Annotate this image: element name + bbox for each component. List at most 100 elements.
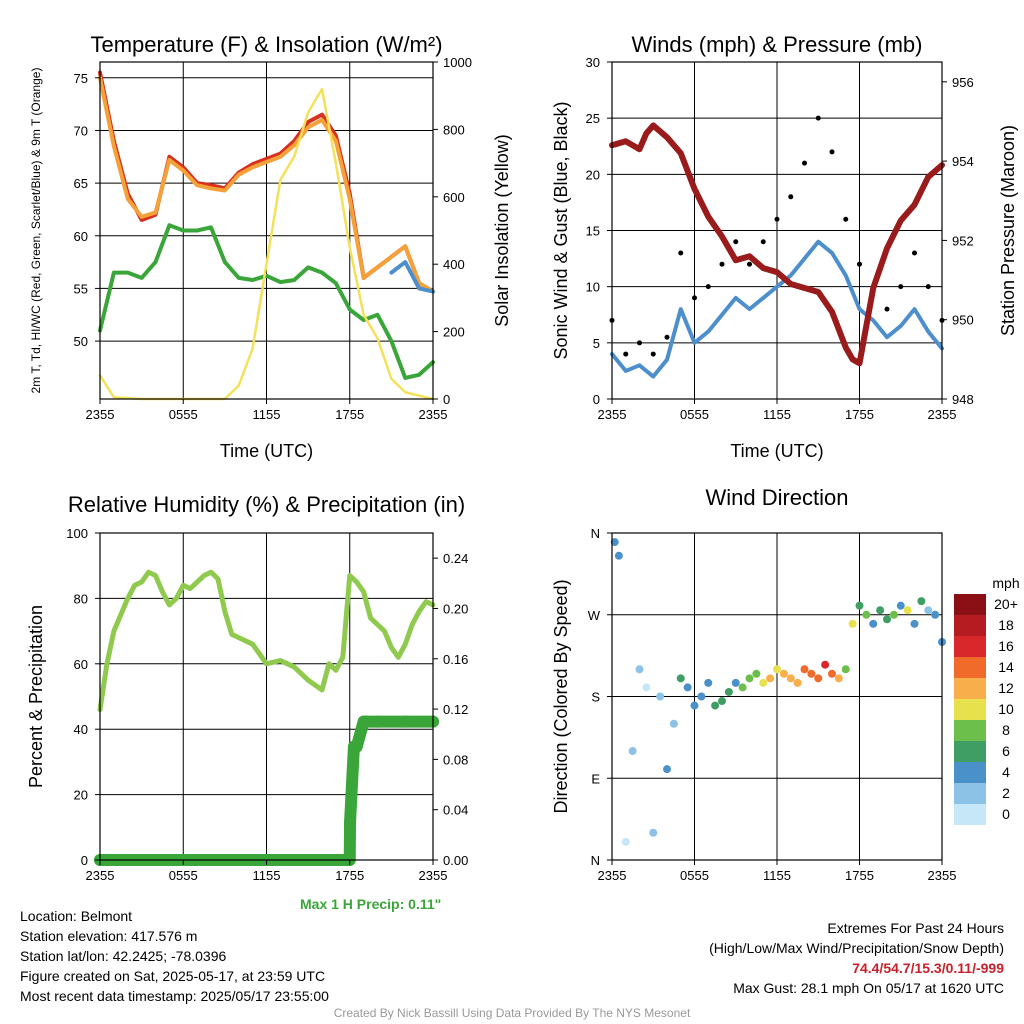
y-tick-label: 20 [586, 167, 600, 182]
direction-point [642, 683, 651, 692]
gust-point [843, 216, 849, 222]
gust-point [884, 306, 890, 312]
direction-point [628, 747, 637, 755]
x-tick-label: 2355 [928, 868, 957, 883]
gust-point [815, 115, 821, 121]
y2-tick-label: 0.24 [443, 551, 468, 566]
precip-line [94, 715, 439, 866]
extremes-title: Extremes For Past 24 Hours [827, 920, 1004, 936]
y2-tick-label: 600 [443, 190, 465, 205]
direction-point [738, 683, 747, 692]
direction-point [834, 674, 843, 683]
max-gust-text: Max Gust: 28.1 mph On 05/17 at 1620 UTC [733, 980, 1004, 996]
legend-swatch [954, 594, 986, 615]
gust-point [705, 284, 711, 290]
y2-axis-label: Station Pressure (Maroon) [998, 125, 1018, 336]
legend-label: 18 [998, 617, 1014, 633]
recent-text: Most recent data timestamp: 2025/05/17 2… [20, 988, 329, 1004]
x-tick-label: 2355 [419, 868, 448, 883]
legend-swatch [954, 720, 986, 741]
y-tick-label: 15 [586, 224, 600, 239]
gust-point [925, 284, 931, 290]
series-line-station-pressure [609, 122, 945, 367]
direction-point [610, 538, 619, 547]
extremes-values: 74.4/54.7/15.3/0.11/-999 [852, 960, 1004, 976]
direction-point [896, 601, 905, 610]
x-tick-label: 2355 [928, 407, 957, 422]
y2-tick-label: 0.12 [443, 702, 468, 717]
direction-point [924, 606, 933, 615]
x-tick-label: 1155 [253, 407, 281, 422]
y2-tick-label: 0.20 [443, 601, 468, 616]
y2-tick-label: 0.08 [443, 752, 468, 767]
series-line-9m-t [98, 75, 435, 294]
x-axis-label: Time (UTC) [220, 441, 313, 461]
legend-swatch [954, 762, 986, 783]
gust-point [664, 334, 670, 340]
y-tick-label: 60 [74, 657, 88, 672]
direction-point [793, 678, 802, 687]
x-tick-label: 1155 [763, 407, 791, 422]
direction-point [752, 669, 761, 678]
gust-point [857, 261, 862, 267]
legend-swatch [954, 657, 986, 678]
x-tick-label: 1155 [763, 868, 791, 883]
y-tick-label: 50 [74, 334, 88, 349]
direction-point [807, 669, 816, 678]
speed-legend: mph 20+ 18 16 14 12 10 8 6 4 2 0 [954, 575, 1020, 825]
direction-point [910, 619, 919, 628]
chart-title: Wind Direction [705, 485, 848, 510]
y-tick-label: 70 [74, 123, 88, 138]
direction-point [786, 674, 795, 683]
direction-point [828, 669, 836, 678]
y2-tick-label: 0.16 [443, 652, 468, 667]
legend-swatch [954, 804, 986, 825]
y-axis-label: Sonic Wind & Gust (Blue, Black) [551, 101, 571, 359]
legend-label: 2 [1002, 785, 1010, 801]
direction-point [711, 701, 720, 710]
y2-tick-label: 0.04 [443, 803, 468, 818]
legend-label: 6 [1002, 743, 1010, 759]
direction-point [731, 678, 740, 687]
y-tick-label: E [591, 771, 600, 786]
direction-point [814, 674, 823, 683]
y-tick-label: 100 [66, 526, 88, 541]
gust-point [774, 216, 780, 222]
direction-point [773, 665, 781, 674]
x-tick-label: 2355 [86, 407, 115, 422]
elevation-text: Station elevation: 417.576 m [20, 928, 198, 944]
x-tick-label: 0555 [680, 868, 709, 883]
y2-tick-label: 950 [952, 313, 974, 328]
gust-point [747, 261, 752, 267]
credit-text: Created By Nick Bassill Using Data Provi… [333, 1006, 691, 1020]
y-axis-label: Direction (Colored By Speed) [551, 579, 571, 813]
legend-swatch [954, 741, 986, 762]
y-tick-label: 75 [74, 71, 88, 86]
latlon-text: Station lat/lon: 42.2425; -78.0396 [20, 948, 227, 964]
x-tick-label: 1755 [845, 407, 874, 422]
y2-tick-label: 0.00 [443, 853, 468, 868]
legend-label: 20+ [994, 596, 1018, 612]
precip-annotation: Max 1 H Precip: 0.11" [300, 896, 442, 912]
x-tick-label: 1755 [845, 868, 874, 883]
legend-label: 4 [1002, 764, 1010, 780]
series-line-sonic-wind [610, 239, 944, 379]
gust-point [623, 351, 629, 357]
y-tick-label: W [588, 608, 601, 623]
legend-swatch [954, 699, 986, 720]
legend-swatch [954, 615, 986, 636]
direction-point [883, 615, 891, 624]
y-tick-label: 55 [74, 281, 88, 296]
direction-point [635, 665, 644, 674]
y-tick-label: 0 [81, 853, 88, 868]
y2-tick-label: 956 [952, 75, 974, 90]
direction-point [759, 678, 768, 687]
direction-point [848, 619, 857, 628]
legend-swatch [954, 636, 986, 657]
gust-point [719, 261, 725, 267]
legend-label: 0 [1002, 806, 1010, 822]
direction-point [718, 697, 726, 706]
direction-point [704, 678, 713, 687]
